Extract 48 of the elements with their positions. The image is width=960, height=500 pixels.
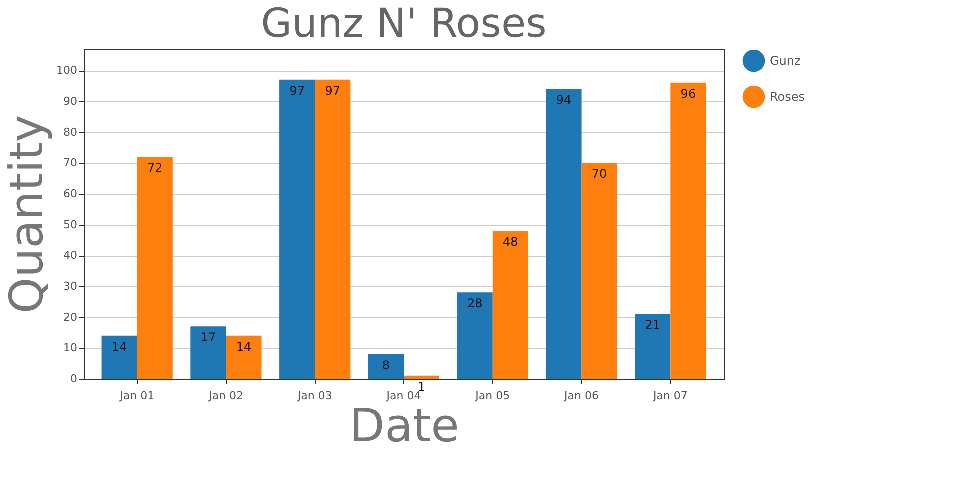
y-tick-label: 0 [70, 372, 78, 386]
y-tick-label: 70 [64, 156, 78, 170]
data-label: 14 [236, 340, 252, 354]
bar [315, 80, 351, 379]
data-label: 28 [467, 296, 483, 311]
data-label: 70 [592, 167, 608, 182]
bar [670, 82, 706, 379]
data-label: 21 [645, 318, 661, 332]
y-axis-title: Quantity [0, 115, 54, 314]
data-label: 8 [382, 358, 390, 372]
y-tick-label: 100 [56, 64, 78, 78]
y-tick-label: 80 [64, 126, 78, 139]
bar [492, 230, 528, 379]
bar [190, 326, 226, 379]
x-tick-label: Jan 06 [564, 390, 600, 402]
y-tick-label: 60 [64, 187, 78, 200]
y-tick-label: 20 [64, 310, 78, 324]
bar [582, 163, 618, 379]
y-tick-label: 10 [64, 342, 78, 355]
bar [457, 292, 493, 379]
x-tick-label: Jan 03 [296, 390, 332, 402]
legend-label: Gunz [770, 54, 801, 68]
bar [137, 156, 173, 379]
data-label: 97 [325, 84, 341, 98]
bar [404, 376, 440, 379]
x-tick-label: Jan 01 [119, 390, 155, 402]
y-tick-label: 50 [64, 218, 78, 232]
x-tick-label: Jan 05 [474, 390, 510, 402]
bar [546, 89, 582, 379]
bar [368, 354, 404, 379]
y-tick-label: 30 [64, 280, 78, 293]
y-tick-label: 90 [64, 94, 78, 108]
chart-title: Gunz N' Roses [261, 1, 547, 47]
legend-label: Roses [770, 90, 806, 104]
x-tick-label: Jan 02 [208, 390, 244, 402]
data-label: 48 [503, 234, 518, 249]
bar [102, 336, 138, 379]
data-label: 72 [147, 160, 163, 175]
data-label: 94 [556, 93, 572, 108]
data-label: 97 [290, 84, 305, 98]
y-tick-label: 40 [64, 249, 78, 262]
x-tick-label: Jan 07 [652, 390, 688, 402]
bar [280, 80, 316, 379]
data-label: 17 [200, 330, 216, 345]
data-label: 96 [680, 86, 696, 101]
bar [635, 314, 671, 379]
bar [226, 336, 262, 379]
data-label: 14 [112, 340, 128, 354]
